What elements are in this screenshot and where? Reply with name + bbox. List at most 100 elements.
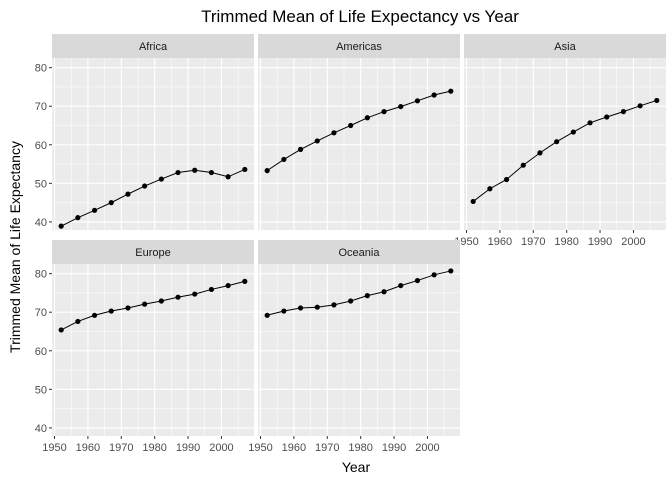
data-point [537,150,543,156]
data-point [570,129,576,135]
data-point [364,115,370,121]
facet-strip [258,34,460,58]
data-point [225,174,231,180]
data-point [208,286,215,293]
panel-background [464,58,666,230]
facet-strip-label: Americas [336,41,382,53]
x-tick-label: 2000 [415,442,439,454]
x-tick-label: 1970 [109,442,133,454]
data-point [448,88,454,94]
facet-panel-africa: Africa 40 50 60 70 80 [35,34,254,230]
x-tick-label: 2000 [209,442,233,454]
data-point [604,114,610,120]
y-tick-label: 60 [35,140,47,152]
y-tick-label: 70 [35,307,47,319]
data-point [225,282,231,289]
data-point [58,327,64,333]
data-point [297,305,304,311]
data-point [125,305,131,311]
facet-strip-label: Asia [554,41,576,53]
data-point [142,183,148,189]
data-point [264,168,270,174]
data-point [75,215,81,221]
data-point [554,139,560,145]
data-point [208,169,215,176]
facet-strip [52,240,254,264]
data-point [348,122,354,129]
x-tick-label: 2000 [621,236,645,248]
data-point [91,207,98,213]
x-tick-label: 1970 [521,236,545,248]
data-point [470,198,476,205]
data-point [381,289,387,295]
data-point [620,109,627,115]
facet-panel-oceania: Oceania 1950 1960 1970 1980 1990 2000 [248,240,460,454]
panel-background [52,264,254,436]
data-point [314,304,320,310]
data-point [264,312,270,318]
x-tick-label: 1950 [454,236,478,248]
x-tick-label: 1980 [142,442,166,454]
data-point [448,268,454,274]
data-point [381,109,387,115]
y-tick-label: 80 [35,63,47,75]
data-point [587,120,593,126]
data-point [297,146,304,152]
facet-grid: Africa 40 50 60 70 80 Americas Asia 1950 1960 1970… [35,34,666,454]
data-point [175,294,181,300]
y-tick-label: 60 [35,346,47,358]
facet-panel-asia: Asia 1950 1960 1970 1980 1990 2000 [454,34,666,248]
data-point [242,166,248,173]
data-point [158,176,164,182]
data-point [348,298,354,304]
x-axis-title: Year [342,459,371,475]
y-tick-label: 80 [35,269,47,281]
y-tick-label: 40 [35,423,47,435]
facet-strip [464,34,666,58]
x-tick-label: 1980 [554,236,578,248]
x-tick-label: 1990 [588,236,612,248]
data-point [520,162,526,168]
data-point [654,97,660,104]
data-point [91,312,98,318]
x-tick-label: 1960 [76,442,100,454]
y-tick-label: 50 [35,178,47,190]
facet-strip [258,240,460,264]
data-point [108,308,114,314]
panel-background [258,264,460,436]
data-point [331,302,337,308]
data-point [125,191,131,197]
series-line-asia [472,99,657,202]
data-point [281,308,287,314]
x-tick-label: 1980 [348,442,372,454]
x-tick-label: 1970 [315,442,339,454]
facet-strip [52,34,254,58]
data-point [314,138,320,144]
data-point [414,277,421,284]
facet-strip-label: Africa [139,41,168,53]
data-point [142,301,148,307]
data-point [431,92,437,98]
series-line-africa [60,168,246,227]
data-point [398,103,404,110]
x-tick-label: 1990 [382,442,406,454]
panel-background [52,58,254,230]
x-tick-label: 1960 [488,236,512,248]
x-tick-label: 1950 [42,442,66,454]
data-point [58,223,64,229]
facet-strip-label: Europe [135,247,170,259]
data-point [398,282,404,289]
data-point [242,278,248,284]
data-point [108,200,114,206]
series-line-oceania [267,270,451,316]
panel-background [258,58,460,230]
series-line-americas [266,90,451,172]
x-tick-label: 1990 [176,442,200,454]
y-tick-label: 40 [35,217,47,229]
data-point [192,291,198,297]
chart-title: Trimmed Mean of Life Expectancy vs Year [201,7,519,26]
data-point [637,103,643,109]
data-point [364,293,370,299]
series-line-europe [60,280,245,331]
